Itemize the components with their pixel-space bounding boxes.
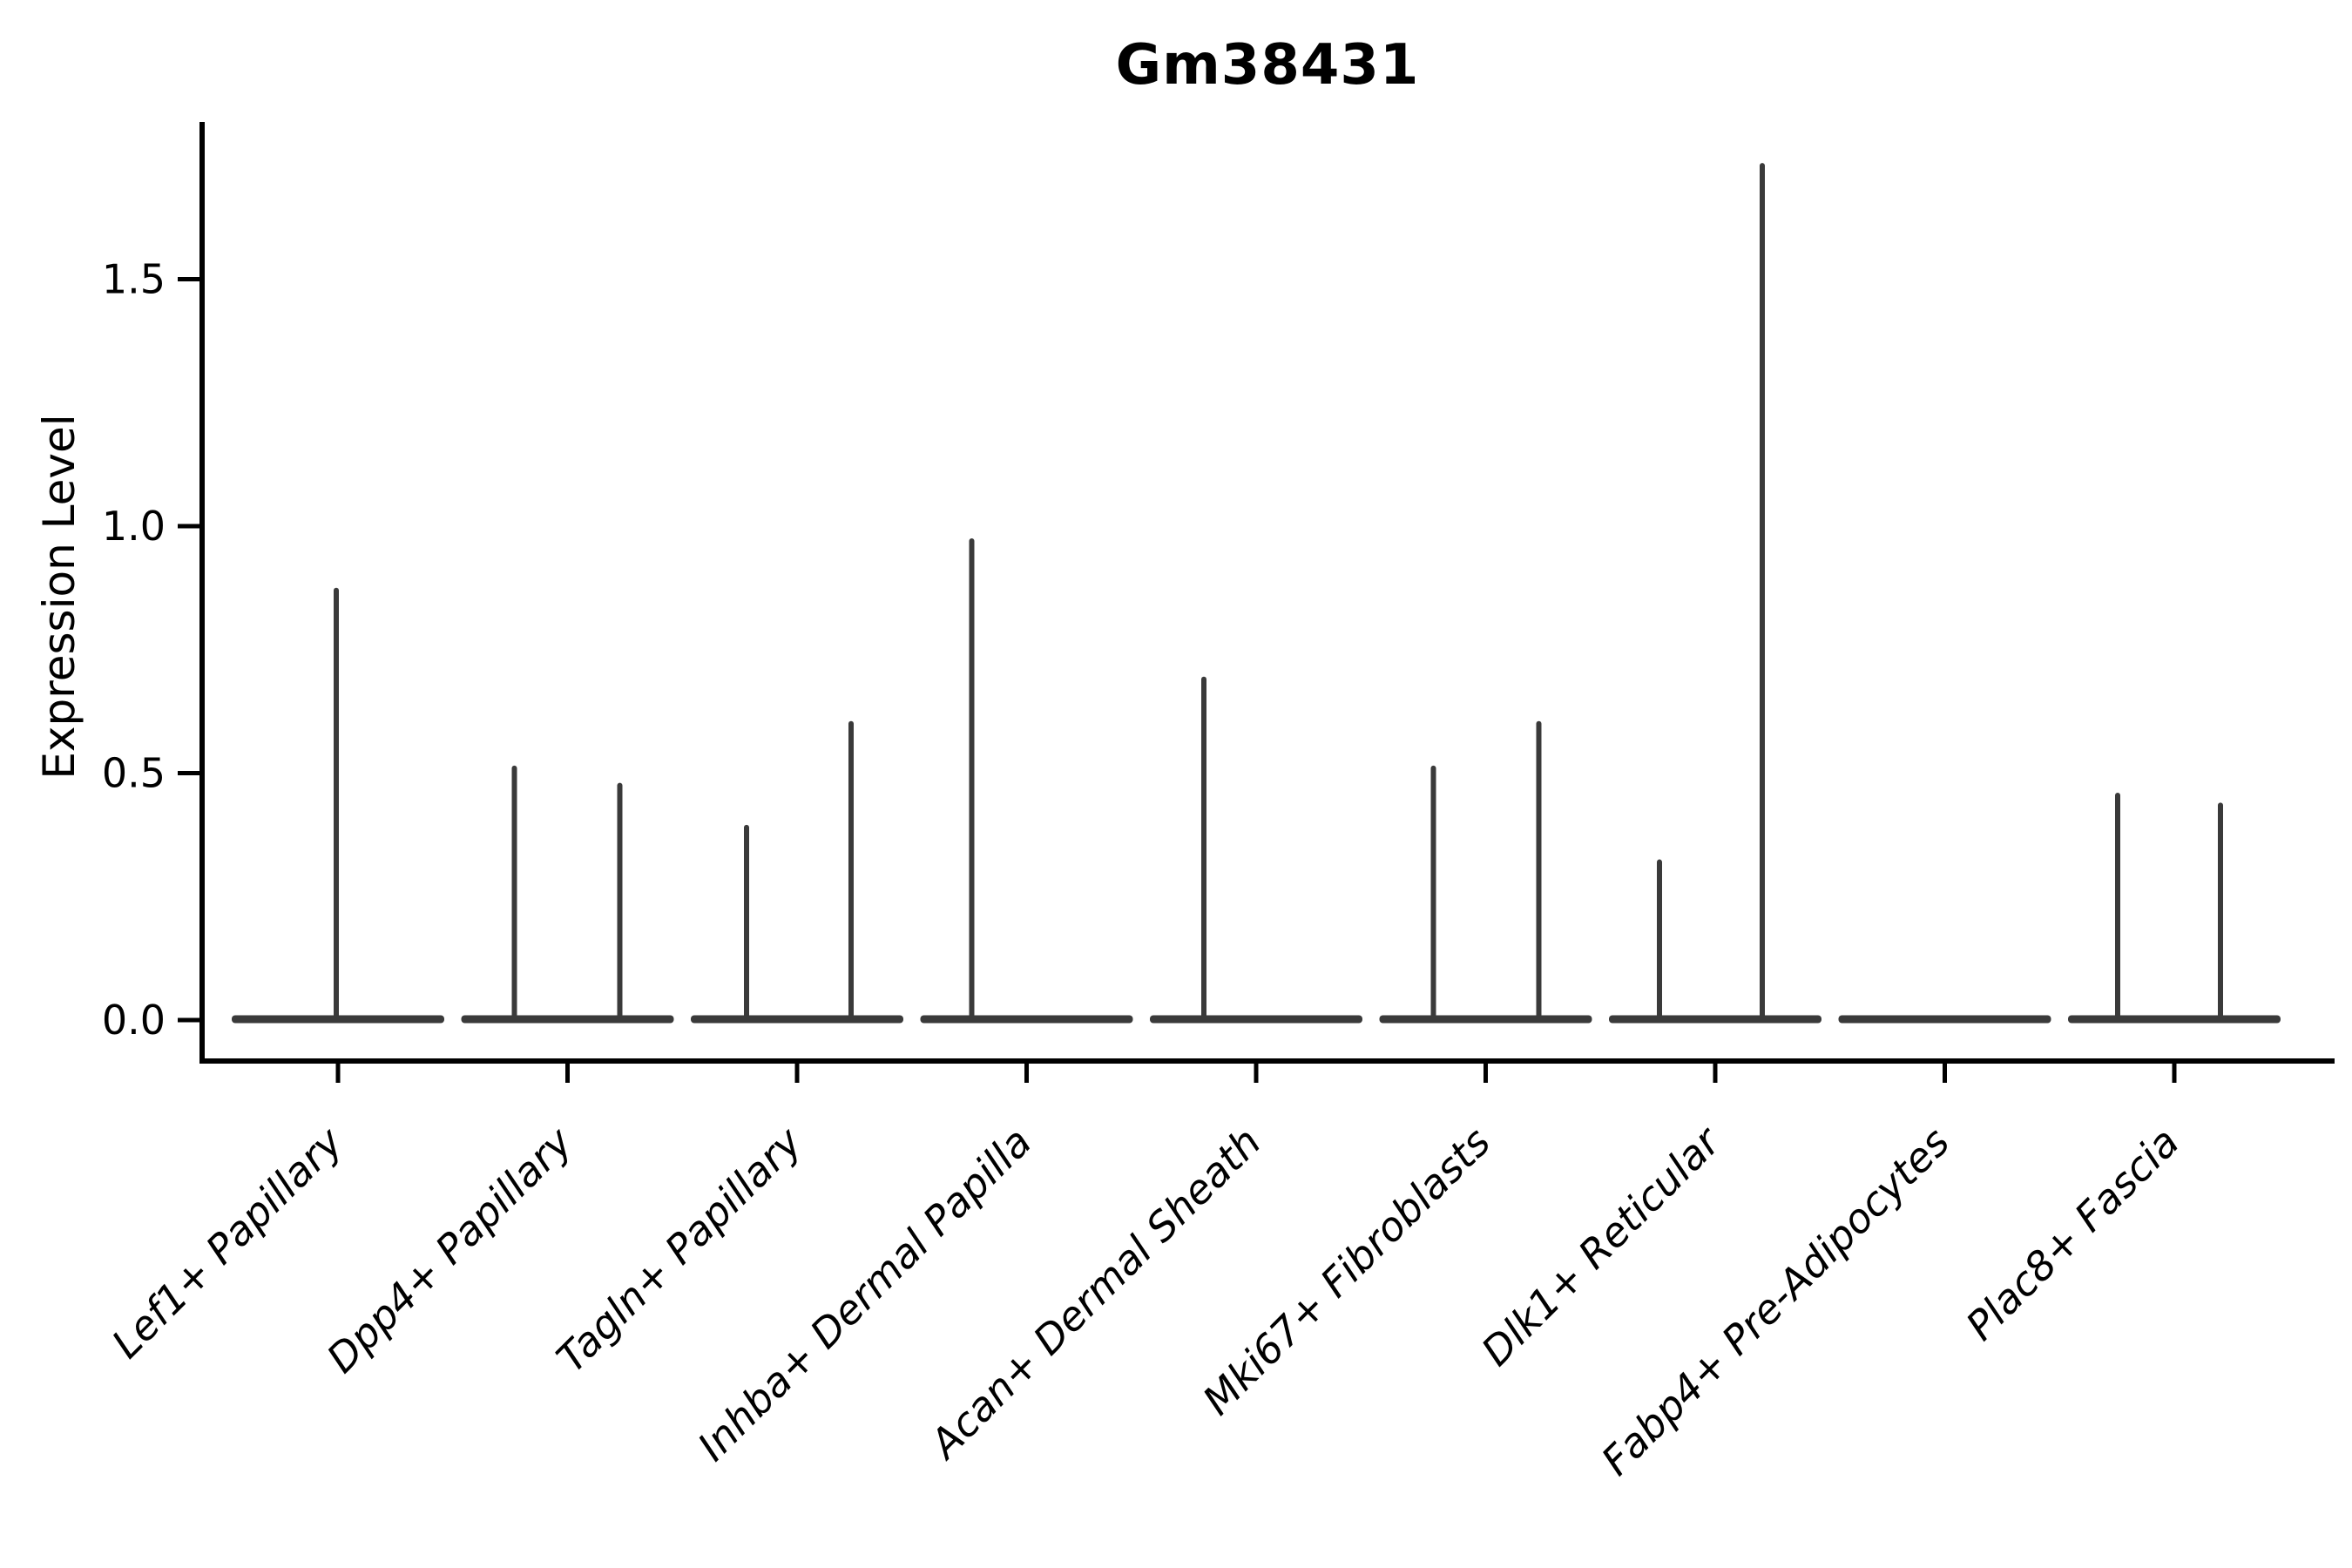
x-category-label: Dpp4+ Papillary [318,1118,582,1382]
violin-baseline [920,1015,1133,1024]
x-category-label: Plac8+ Fascia [1957,1119,2187,1349]
x-category-label: Lef1+ Papillary [103,1118,352,1367]
violin-baseline [2068,1015,2281,1024]
violin-baseline [1838,1015,2051,1024]
violin-baseline [1609,1015,1821,1024]
violin-baseline [461,1015,674,1024]
chart-title: Gm38431 [1115,33,1420,98]
violin-baseline [691,1015,903,1024]
violin-baseline [1150,1015,1362,1024]
x-category-label: Dlk1+ Reticular [1472,1116,1731,1375]
y-tick-label: 1.5 [102,256,166,303]
y-tick-label: 0.0 [102,997,166,1044]
y-tick-label: 0.5 [102,750,166,797]
y-tick-label: 1.0 [102,503,166,550]
x-category-label: Tagln+ Papillary [547,1118,811,1382]
violin-baseline [1379,1015,1592,1024]
